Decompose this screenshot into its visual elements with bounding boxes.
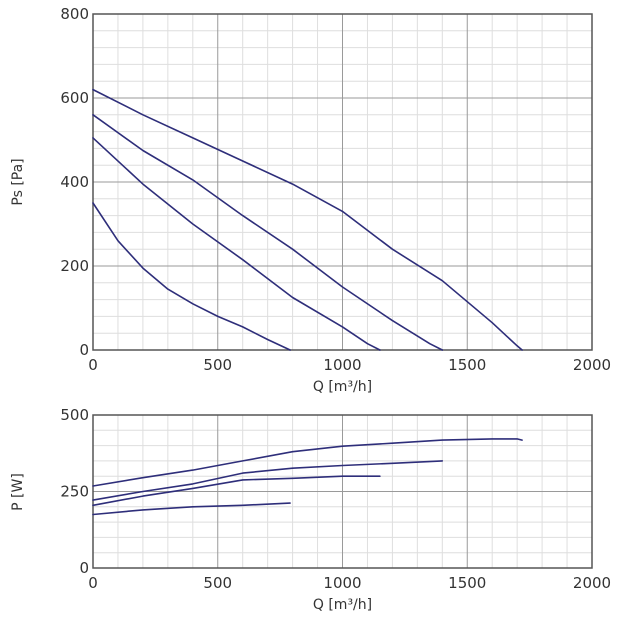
x-tick-label: 2000 xyxy=(573,574,611,592)
x-tick-label: 1500 xyxy=(448,574,486,592)
y-axis-label: Ps [Pa] xyxy=(10,158,26,205)
series-line-2 xyxy=(92,460,444,501)
y-tick-label: 400 xyxy=(60,173,89,191)
series-line-4 xyxy=(92,502,291,516)
x-tick-label: 2000 xyxy=(573,356,611,374)
x-tick-label: 0 xyxy=(88,356,98,374)
pressure-chart: 0 500 1000 1500 2000 0 200 400 600 800 Q [m³/h] Ps … xyxy=(10,5,611,395)
x-tick-label: 500 xyxy=(203,356,232,374)
x-tick-label: 1000 xyxy=(323,356,361,374)
y-tick-label: 600 xyxy=(60,89,89,107)
x-axis-label: Q [m³/h] xyxy=(313,379,372,395)
series-line-4 xyxy=(92,202,291,351)
series-line-1 xyxy=(92,88,523,351)
power-chart: 0 500 1000 1500 2000 0 250 500 Q [m³/h] P [W] xyxy=(10,406,611,613)
y-axis-label: P [W] xyxy=(10,473,26,511)
plot-frame xyxy=(92,414,593,569)
series-line-3 xyxy=(92,475,381,507)
x-tick-label: 500 xyxy=(203,574,232,592)
y-tick-label: 800 xyxy=(60,5,89,23)
x-tick-label: 1500 xyxy=(448,356,486,374)
y-tick-label: 250 xyxy=(60,483,89,501)
series-line-1 xyxy=(92,438,523,487)
y-tick-label: 200 xyxy=(60,257,89,275)
series-line-2 xyxy=(92,114,444,351)
x-tick-label: 0 xyxy=(88,574,98,592)
y-tick-label: 0 xyxy=(79,559,89,577)
y-tick-label: 500 xyxy=(60,406,89,424)
y-tick-label: 0 xyxy=(79,341,89,359)
x-tick-label: 1000 xyxy=(323,574,361,592)
series-line-3 xyxy=(92,137,381,351)
plot-frame xyxy=(92,13,593,351)
x-axis-label: Q [m³/h] xyxy=(313,597,372,613)
grid xyxy=(92,13,593,351)
